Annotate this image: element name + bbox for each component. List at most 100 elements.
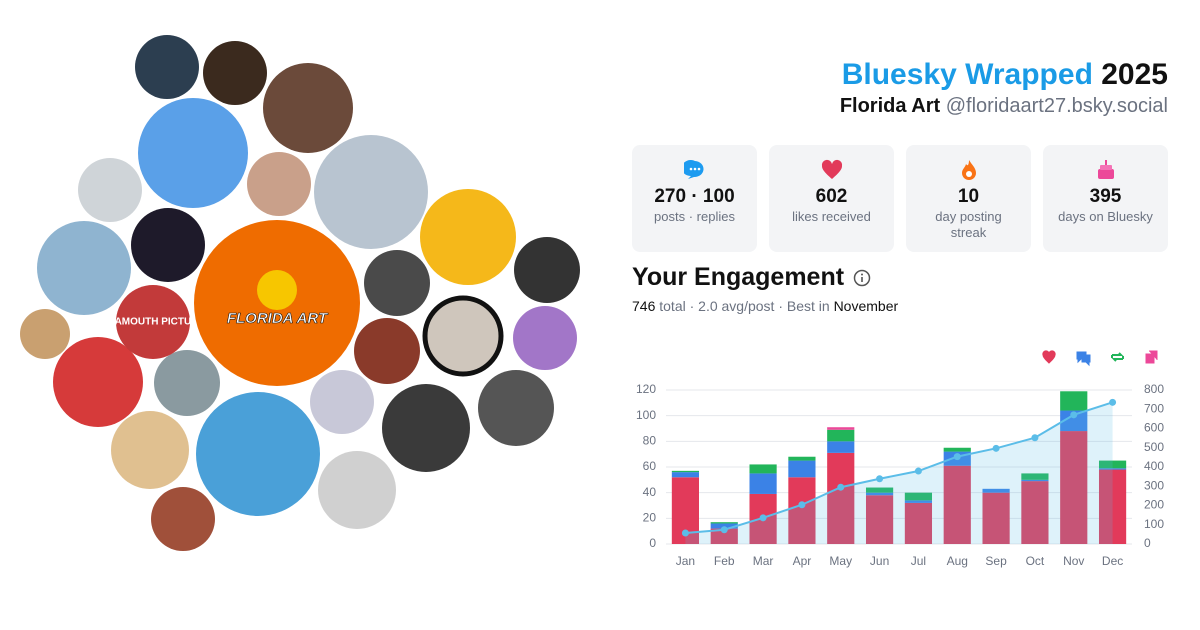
bar-segment bbox=[671, 472, 700, 478]
handle: @floridaart27.bsky.social bbox=[945, 95, 1168, 117]
chart: 0 20 40 60 80 100 120 0 100 200 300 400 500 600 700 800… bbox=[636, 350, 1164, 568]
stat-label: likes received bbox=[792, 209, 871, 224]
avatar bbox=[420, 189, 516, 285]
bar-segment bbox=[827, 452, 855, 544]
y-tick-label: 120 bbox=[636, 382, 656, 396]
avatar bbox=[364, 250, 430, 316]
x-tick-label: Jun bbox=[870, 554, 889, 568]
stat-card: 395 days on Bluesky bbox=[1043, 145, 1168, 252]
bar-segment bbox=[749, 464, 777, 474]
y-tick-label: 100 bbox=[636, 408, 656, 422]
bar-segment bbox=[788, 477, 816, 544]
stat-value: 395 bbox=[1089, 186, 1122, 207]
bar-segment bbox=[1060, 431, 1088, 544]
bar-segment bbox=[865, 492, 894, 496]
avatar bbox=[138, 98, 248, 208]
summary-text: total · 2.0 avg/post · Best in bbox=[659, 298, 830, 314]
x-tick-label: Oct bbox=[1026, 554, 1045, 568]
icon bbox=[1098, 160, 1114, 179]
title: Bluesky Wrapped 2025 bbox=[842, 58, 1168, 92]
bar-segment bbox=[1021, 479, 1049, 482]
bar-segment bbox=[671, 470, 700, 473]
x-tick-label: Aug bbox=[947, 554, 968, 568]
legend-icon bbox=[1111, 352, 1124, 362]
x-tick-label: Feb bbox=[714, 554, 735, 568]
stat-label: days on Bluesky bbox=[1058, 209, 1153, 224]
bar-segment bbox=[1098, 468, 1127, 470]
bar-segment bbox=[904, 492, 933, 501]
line bbox=[685, 401, 1113, 535]
avatar bbox=[263, 63, 353, 153]
avatar-label: PARAMOUTH PICTURES bbox=[94, 317, 212, 328]
stat-card: 602 likes received bbox=[769, 145, 894, 252]
bar-segment bbox=[1060, 410, 1088, 432]
y2-tick-label: 0 bbox=[1144, 536, 1151, 550]
y2-tick-label: 700 bbox=[1144, 401, 1164, 415]
line-point bbox=[876, 475, 884, 483]
x-tick-label: Dec bbox=[1102, 554, 1123, 568]
x-tick-label: Jan bbox=[676, 554, 695, 568]
y2-tick-label: 600 bbox=[1144, 421, 1164, 435]
y-tick-label: 80 bbox=[643, 434, 657, 448]
stat-label: day posting streak bbox=[935, 209, 1002, 240]
y-tick-label: 0 bbox=[649, 536, 656, 550]
avatar bbox=[154, 350, 220, 416]
x-tick-label: Mar bbox=[753, 554, 774, 568]
year: 2025 bbox=[1101, 58, 1168, 91]
bar-segment bbox=[982, 492, 1010, 544]
profile: Florida Art @floridaart27.bsky.social bbox=[840, 95, 1168, 118]
bar-segment bbox=[904, 500, 933, 503]
avatar bbox=[310, 370, 374, 434]
line-point bbox=[1109, 398, 1117, 406]
avatar bbox=[203, 41, 267, 105]
avatar bbox=[116, 285, 190, 359]
avatar bbox=[318, 451, 396, 529]
avatar bbox=[78, 158, 142, 222]
line-point bbox=[1031, 434, 1039, 442]
icon bbox=[821, 159, 843, 179]
x-tick-label: May bbox=[829, 554, 852, 568]
bar-segment bbox=[1098, 469, 1127, 544]
line-point bbox=[1070, 411, 1078, 419]
bar-segment bbox=[1098, 460, 1127, 469]
line-point bbox=[720, 526, 728, 534]
x-tick-label: Sep bbox=[985, 554, 1007, 568]
avatar bbox=[514, 237, 580, 303]
avatar-cluster: PARAMOUTH PICTURES FLORIDA ART bbox=[20, 35, 580, 551]
x-tick-label: Apr bbox=[793, 554, 812, 568]
avatar bbox=[478, 370, 554, 446]
y-tick-label: 20 bbox=[643, 511, 657, 525]
avatar bbox=[247, 152, 311, 216]
bar-segment bbox=[943, 465, 971, 544]
bar-segment bbox=[710, 523, 738, 529]
best-month: November bbox=[833, 298, 899, 314]
y-tick-label: 60 bbox=[643, 459, 657, 473]
icon bbox=[684, 160, 704, 179]
y2-tick-label: 800 bbox=[1144, 382, 1164, 396]
section-title: Your Engagement bbox=[632, 263, 845, 291]
bar-segment bbox=[865, 487, 894, 493]
bar-segment bbox=[827, 441, 855, 453]
bar-segment bbox=[943, 447, 971, 452]
total: 746 bbox=[632, 298, 656, 314]
stat-card: 10 day posting streak bbox=[906, 145, 1031, 252]
bar-segment bbox=[710, 528, 738, 544]
bar-segment bbox=[904, 502, 933, 544]
bar-segment bbox=[710, 522, 738, 524]
bar-segment bbox=[1060, 391, 1088, 411]
display-name: Florida Art bbox=[839, 95, 941, 117]
line-point bbox=[837, 483, 845, 491]
line-point bbox=[681, 529, 689, 537]
icon bbox=[962, 160, 976, 180]
avatar bbox=[196, 392, 320, 516]
y2-tick-label: 300 bbox=[1144, 478, 1164, 492]
y2-tick-label: 100 bbox=[1144, 517, 1164, 531]
bar-segment bbox=[1021, 481, 1049, 544]
bar-segment bbox=[1021, 473, 1049, 480]
y2-tick-label: 400 bbox=[1144, 459, 1164, 473]
stat-value: 10 bbox=[957, 186, 980, 207]
legend-icon bbox=[1076, 351, 1091, 367]
info-icon bbox=[853, 269, 871, 287]
bar-segment bbox=[982, 488, 1010, 493]
